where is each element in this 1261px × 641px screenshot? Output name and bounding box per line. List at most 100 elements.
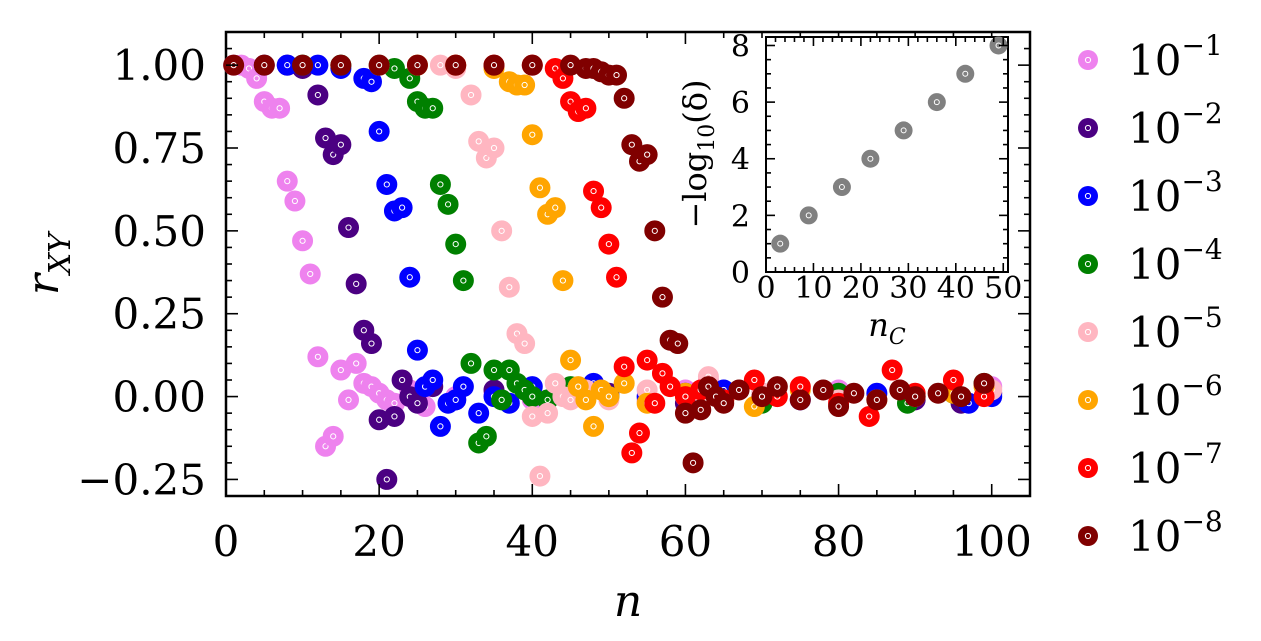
inset-y-tick-label: 6 [731, 86, 750, 121]
data-point-center [383, 476, 390, 483]
x-tick-label: 60 [659, 517, 712, 566]
data-point [468, 402, 490, 424]
data-point-center [353, 280, 360, 287]
data-point [322, 425, 344, 447]
inset-y-tick-label: 8 [731, 29, 750, 64]
main-y-axis-label: rXY [18, 230, 78, 295]
main-x-tick-labels: 0 20 40 60 80 100 [213, 517, 1032, 566]
data-point-center [483, 433, 490, 440]
inset-x-tick-label: 30 [889, 271, 927, 306]
data-point [690, 399, 712, 421]
data-point-center [345, 224, 352, 231]
data-point [927, 382, 949, 404]
data-point [575, 389, 597, 411]
inset-data-point-center [777, 240, 784, 247]
data-point-center [299, 237, 306, 244]
legend-entry: 10−6 [1078, 369, 1223, 425]
data-point-center [980, 393, 988, 400]
data-point [613, 87, 635, 109]
data-point [330, 134, 352, 156]
data-point-center [376, 416, 383, 423]
data-point-center [414, 400, 421, 407]
data-point-center [483, 154, 490, 162]
data-point-center [912, 393, 919, 400]
legend-label: 10−8 [1128, 505, 1223, 561]
data-point [360, 333, 382, 355]
data-point-center [330, 433, 337, 440]
data-point [606, 64, 628, 86]
legend-marker-center [1084, 124, 1092, 132]
data-point-center [314, 91, 321, 99]
data-point [537, 402, 559, 424]
data-point [437, 193, 459, 215]
data-point-center [368, 78, 375, 85]
data-point-center [299, 62, 306, 69]
data-point-center [644, 151, 651, 158]
data-point [651, 286, 673, 308]
legend-label: 10−1 [1128, 29, 1223, 85]
legend-marker-center [1084, 396, 1092, 404]
data-point-center [582, 105, 589, 112]
svg-text:rXY: rXY [18, 230, 78, 295]
data-point-center [621, 380, 628, 387]
data-point-center [314, 62, 321, 69]
data-point-center [414, 62, 421, 69]
inset-x-tick-labels: 0 10 20 30 40 50 [756, 271, 1022, 306]
data-point [269, 97, 291, 119]
inset-data-point-center [900, 127, 907, 134]
data-point-center [383, 181, 390, 188]
data-point-center [720, 400, 727, 407]
data-point-center [674, 340, 681, 347]
inset-data-point [861, 149, 880, 168]
legend-marker [1078, 118, 1098, 138]
data-point [682, 452, 704, 474]
data-point-center [406, 274, 413, 281]
x-tick-label: 20 [352, 517, 405, 566]
legend-label: 10−6 [1128, 369, 1223, 425]
data-point-center [452, 241, 459, 248]
data-point [475, 425, 497, 447]
data-point-center [935, 390, 942, 397]
data-point [452, 376, 474, 398]
data-point-center [452, 396, 459, 403]
data-point-center [521, 81, 528, 89]
data-point-center [735, 386, 743, 394]
data-point [422, 369, 444, 391]
y-tick-label: 0.50 [112, 207, 206, 256]
data-point-center [575, 383, 582, 390]
legend-marker-center [1084, 464, 1092, 472]
inset-data-point-center [962, 70, 969, 77]
data-point-center [667, 383, 674, 390]
legend-entry: 10−7 [1078, 437, 1223, 493]
inset-y-tick-labels: 0 2 4 6 8 [731, 29, 750, 291]
legend-entry: 10−1 [1078, 29, 1223, 85]
legend-label: 10−3 [1128, 165, 1223, 221]
data-point [376, 468, 398, 490]
data-point [521, 124, 543, 146]
data-point-center [506, 284, 513, 291]
data-point-center [567, 62, 574, 69]
data-point [406, 339, 428, 361]
data-point-center [552, 65, 559, 72]
data-point [789, 389, 811, 411]
data-point-center [460, 383, 467, 390]
data-point-center [284, 178, 291, 185]
data-point [950, 386, 972, 408]
legend-label: 10−5 [1128, 301, 1223, 357]
data-point-center [498, 227, 505, 234]
data-point-center [490, 144, 498, 152]
data-point [552, 270, 574, 292]
data-point-center [590, 423, 597, 430]
data-point [866, 389, 888, 411]
data-point-center [444, 201, 452, 208]
data-point [667, 333, 689, 355]
data-point-center [261, 62, 268, 69]
data-point [598, 233, 620, 255]
data-point [521, 54, 543, 76]
data-point [613, 356, 635, 378]
data-point-center [513, 330, 521, 337]
data-point-center [651, 227, 658, 234]
inset-y-tick-label: 2 [731, 199, 750, 234]
y-tick-label: 1.00 [112, 41, 206, 90]
data-point [529, 177, 551, 199]
